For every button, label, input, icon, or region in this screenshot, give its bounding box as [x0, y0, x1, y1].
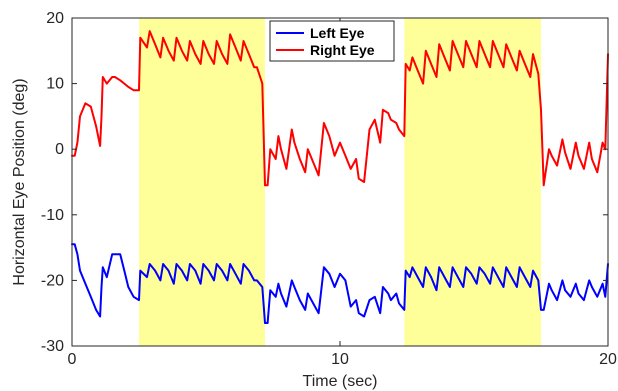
y-tick-label: -20 [41, 272, 64, 289]
x-tick-label: 20 [599, 351, 617, 368]
shaded-interval-1 [139, 18, 265, 346]
axis-ticks: 0 10 20 -30 -20 -10 0 10 20 [41, 10, 617, 368]
legend-box [269, 20, 395, 62]
y-axis-label: Horizontal Eye Position (deg) [11, 78, 28, 285]
legend-label-right-eye: Right Eye [310, 42, 375, 58]
y-tick-label: 10 [46, 76, 64, 93]
x-tick-label: 10 [331, 351, 349, 368]
x-tick-label: 0 [68, 351, 77, 368]
y-tick-label: 20 [46, 10, 64, 27]
x-axis-label: Time (sec) [303, 373, 378, 390]
series-lines [71, 30, 609, 324]
y-tick-label: -30 [41, 338, 64, 355]
shaded-interval-2 [404, 18, 541, 346]
y-tick-label: -10 [41, 207, 64, 224]
series-line-left-eye [71, 243, 609, 324]
series-line-right-eye [71, 30, 609, 187]
legend-label-left-eye: Left Eye [310, 25, 365, 41]
shaded-intervals [139, 18, 541, 346]
y-tick-label: 0 [55, 141, 64, 158]
